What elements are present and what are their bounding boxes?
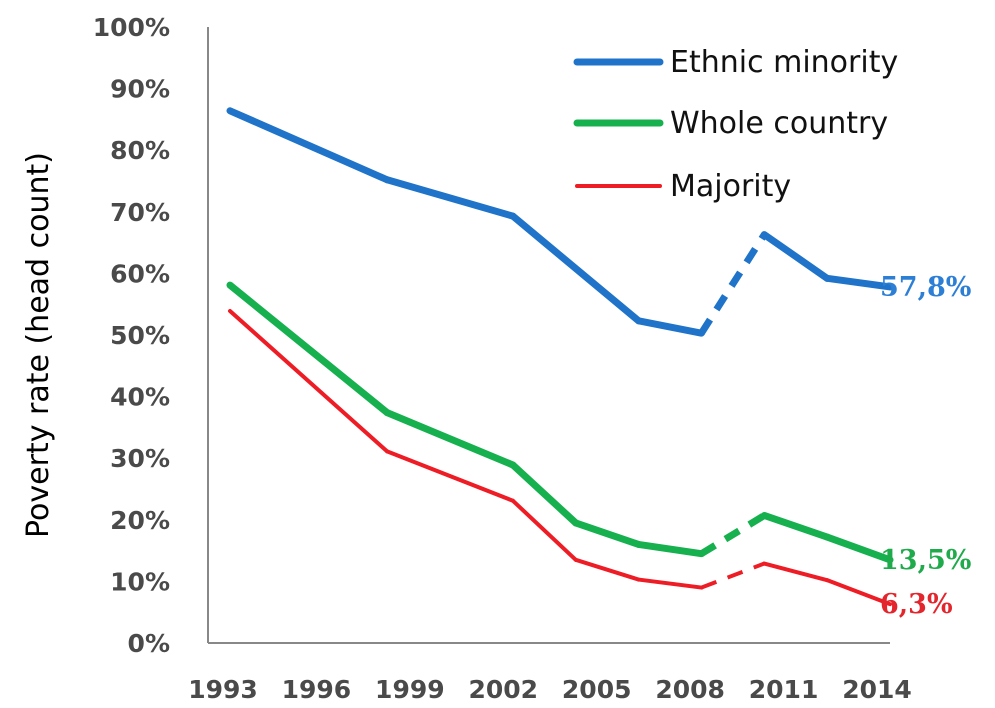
end-labels: 57,8% 13,5% 6,3%: [880, 272, 971, 620]
y-tick-label: 60%: [110, 259, 170, 288]
x-tick-label: 2011: [749, 675, 819, 704]
legend: Ethnic minority Whole country Majority: [573, 45, 898, 204]
y-axis-label: Poverty rate (head count): [21, 152, 56, 538]
x-tick-labels: 1993 1996 1999 2002 2005 2008 2011 2014: [188, 675, 912, 704]
series-segment: [823, 274, 894, 291]
y-tick-label: 10%: [110, 567, 170, 596]
x-tick-label: 2005: [562, 675, 632, 704]
y-tick-label: 20%: [110, 506, 170, 535]
y-tick-label: 70%: [110, 198, 170, 227]
series-lines: [226, 107, 894, 607]
series-segment: [760, 231, 831, 282]
series-segment: [510, 498, 578, 562]
series-segment: [572, 519, 643, 548]
y-tick-label: 50%: [110, 321, 170, 350]
end-value-label: 13,5%: [880, 545, 971, 576]
y-axis-title: Poverty rate (head count): [21, 152, 56, 538]
series-segment: [635, 317, 705, 337]
x-tick-label: 1996: [282, 675, 352, 704]
x-tick-label: 2002: [468, 675, 538, 704]
series-segment: [700, 561, 765, 590]
y-tick-labels: 0% 10% 20% 30% 40% 50% 60% 70% 80% 90% 100%: [93, 13, 170, 658]
series-segment: [228, 308, 390, 454]
x-tick-label: 1999: [375, 675, 445, 704]
legend-entry: Whole country: [670, 106, 888, 141]
axes: [207, 27, 890, 644]
series-segment: [226, 281, 391, 417]
series-segment: [635, 540, 705, 558]
series-segment: [698, 232, 768, 336]
x-tick-label: 2008: [655, 675, 725, 704]
end-value-label: 57,8%: [880, 272, 971, 303]
series-segment: [762, 561, 830, 583]
x-tick-label: 2014: [842, 675, 912, 704]
series-segment: [383, 176, 517, 220]
series-segment: [385, 449, 515, 503]
end-value-label: 6,3%: [880, 589, 953, 620]
y-tick-label: 80%: [110, 136, 170, 165]
series-segment: [636, 577, 704, 590]
x-tick-label: 1993: [188, 675, 258, 704]
series-segment: [509, 461, 580, 527]
series-segment: [226, 107, 391, 184]
series-segment: [699, 512, 767, 557]
legend-entry: Ethnic minority: [670, 45, 898, 80]
series-segment: [573, 557, 641, 582]
y-tick-label: 90%: [110, 75, 170, 104]
y-tick-label: 0%: [128, 629, 170, 658]
series-segment: [825, 578, 892, 607]
y-tick-label: 40%: [110, 383, 170, 412]
series-segment: [383, 409, 517, 469]
legend-entry: Majority: [670, 169, 791, 204]
y-tick-label: 100%: [93, 13, 170, 42]
series-segment: [760, 511, 831, 541]
series-segment: [509, 212, 643, 325]
series-segment: [823, 533, 894, 564]
y-tick-label: 30%: [110, 444, 170, 473]
